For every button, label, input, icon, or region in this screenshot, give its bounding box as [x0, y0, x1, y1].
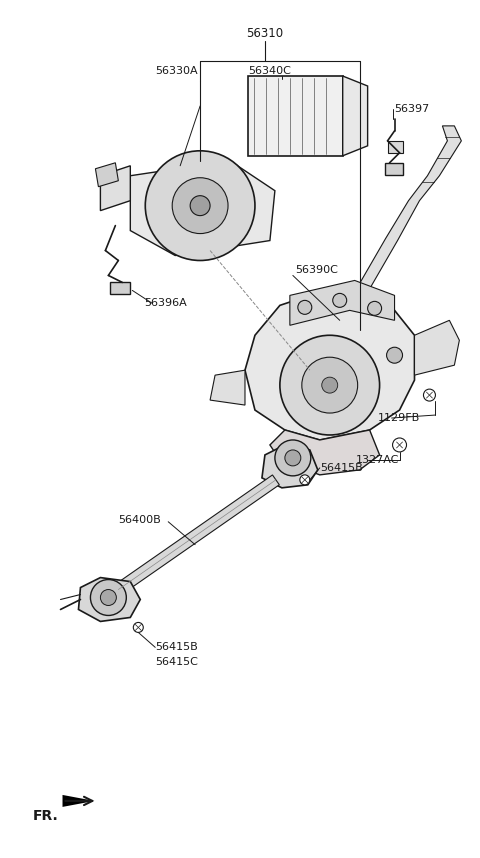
Polygon shape — [342, 126, 461, 330]
Text: 56310: 56310 — [246, 27, 284, 39]
Text: FR.: FR. — [33, 809, 59, 823]
Polygon shape — [415, 320, 459, 375]
Polygon shape — [96, 163, 119, 187]
Circle shape — [190, 196, 210, 215]
Text: 56340C: 56340C — [248, 66, 291, 76]
Text: 56396A: 56396A — [144, 299, 187, 308]
Circle shape — [300, 474, 310, 485]
Circle shape — [285, 450, 301, 466]
Text: 56400B: 56400B — [119, 515, 161, 525]
Text: 1327AC: 1327AC — [356, 455, 399, 465]
Polygon shape — [78, 577, 140, 621]
Circle shape — [280, 335, 380, 435]
Text: 56415C: 56415C — [155, 657, 198, 668]
Circle shape — [393, 438, 407, 452]
Circle shape — [423, 390, 435, 401]
Polygon shape — [115, 475, 279, 595]
Polygon shape — [290, 281, 395, 325]
Circle shape — [298, 300, 312, 314]
Polygon shape — [130, 160, 275, 256]
Bar — [248, 76, 343, 156]
Circle shape — [322, 378, 338, 393]
Circle shape — [145, 151, 255, 261]
Text: 1129FB: 1129FB — [378, 413, 420, 423]
Circle shape — [368, 301, 382, 316]
Polygon shape — [62, 795, 95, 807]
Bar — [387, 141, 403, 153]
Text: 56330A: 56330A — [155, 66, 198, 76]
Circle shape — [386, 347, 403, 363]
Polygon shape — [210, 370, 245, 405]
Text: 56415B: 56415B — [320, 462, 362, 473]
Circle shape — [100, 589, 116, 606]
Bar — [110, 282, 130, 294]
Text: 56390C: 56390C — [295, 265, 338, 275]
Circle shape — [90, 579, 126, 615]
Polygon shape — [270, 430, 380, 474]
Polygon shape — [245, 290, 415, 440]
Circle shape — [275, 440, 311, 476]
Circle shape — [302, 357, 358, 413]
Polygon shape — [343, 76, 368, 156]
Polygon shape — [262, 445, 318, 488]
Polygon shape — [100, 166, 130, 210]
Text: 56397: 56397 — [395, 104, 430, 114]
Circle shape — [172, 178, 228, 233]
Text: 56415B: 56415B — [155, 643, 198, 652]
Circle shape — [333, 293, 347, 307]
Bar — [384, 163, 403, 175]
Circle shape — [133, 622, 144, 632]
